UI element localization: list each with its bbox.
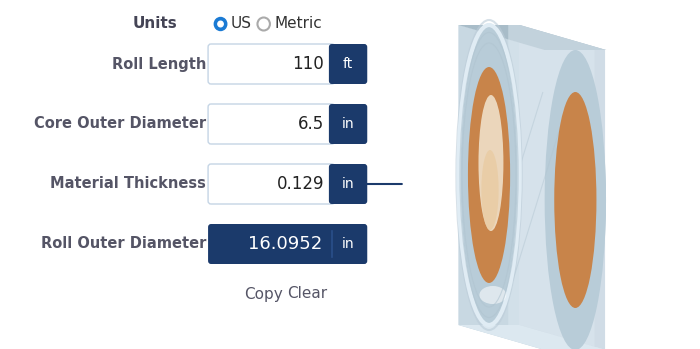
Polygon shape (458, 325, 606, 349)
FancyBboxPatch shape (208, 44, 335, 84)
Polygon shape (459, 25, 545, 349)
Text: Material Thickness: Material Thickness (50, 177, 206, 192)
Text: in: in (342, 117, 354, 131)
Text: Clear: Clear (287, 287, 327, 302)
Ellipse shape (545, 50, 606, 349)
Text: Metric: Metric (274, 16, 322, 31)
Circle shape (214, 17, 227, 30)
Ellipse shape (479, 95, 503, 231)
Ellipse shape (482, 150, 498, 230)
Text: US: US (231, 16, 252, 31)
Ellipse shape (468, 67, 510, 283)
Text: Units: Units (132, 16, 177, 31)
Ellipse shape (480, 286, 506, 304)
Polygon shape (519, 25, 605, 349)
Ellipse shape (554, 92, 596, 308)
Text: Roll Outer Diameter: Roll Outer Diameter (41, 237, 206, 252)
FancyBboxPatch shape (208, 224, 368, 264)
Text: Roll Length: Roll Length (112, 57, 206, 72)
FancyBboxPatch shape (329, 164, 368, 204)
Text: ft: ft (343, 57, 354, 71)
Polygon shape (508, 25, 606, 349)
Text: 0.129: 0.129 (276, 175, 324, 193)
Polygon shape (458, 25, 606, 349)
FancyBboxPatch shape (329, 44, 368, 84)
FancyBboxPatch shape (208, 164, 335, 204)
Text: Copy: Copy (244, 287, 283, 302)
Ellipse shape (458, 25, 519, 325)
Text: in: in (342, 237, 354, 251)
Text: 6.5: 6.5 (298, 115, 324, 133)
Text: in: in (342, 177, 354, 191)
Text: Core Outer Diameter: Core Outer Diameter (34, 117, 206, 132)
Circle shape (218, 21, 223, 27)
FancyBboxPatch shape (329, 104, 368, 144)
Polygon shape (458, 25, 606, 50)
FancyBboxPatch shape (208, 104, 335, 144)
Ellipse shape (545, 50, 606, 349)
Text: 110: 110 (293, 55, 324, 73)
Text: 16.0952: 16.0952 (248, 235, 322, 253)
